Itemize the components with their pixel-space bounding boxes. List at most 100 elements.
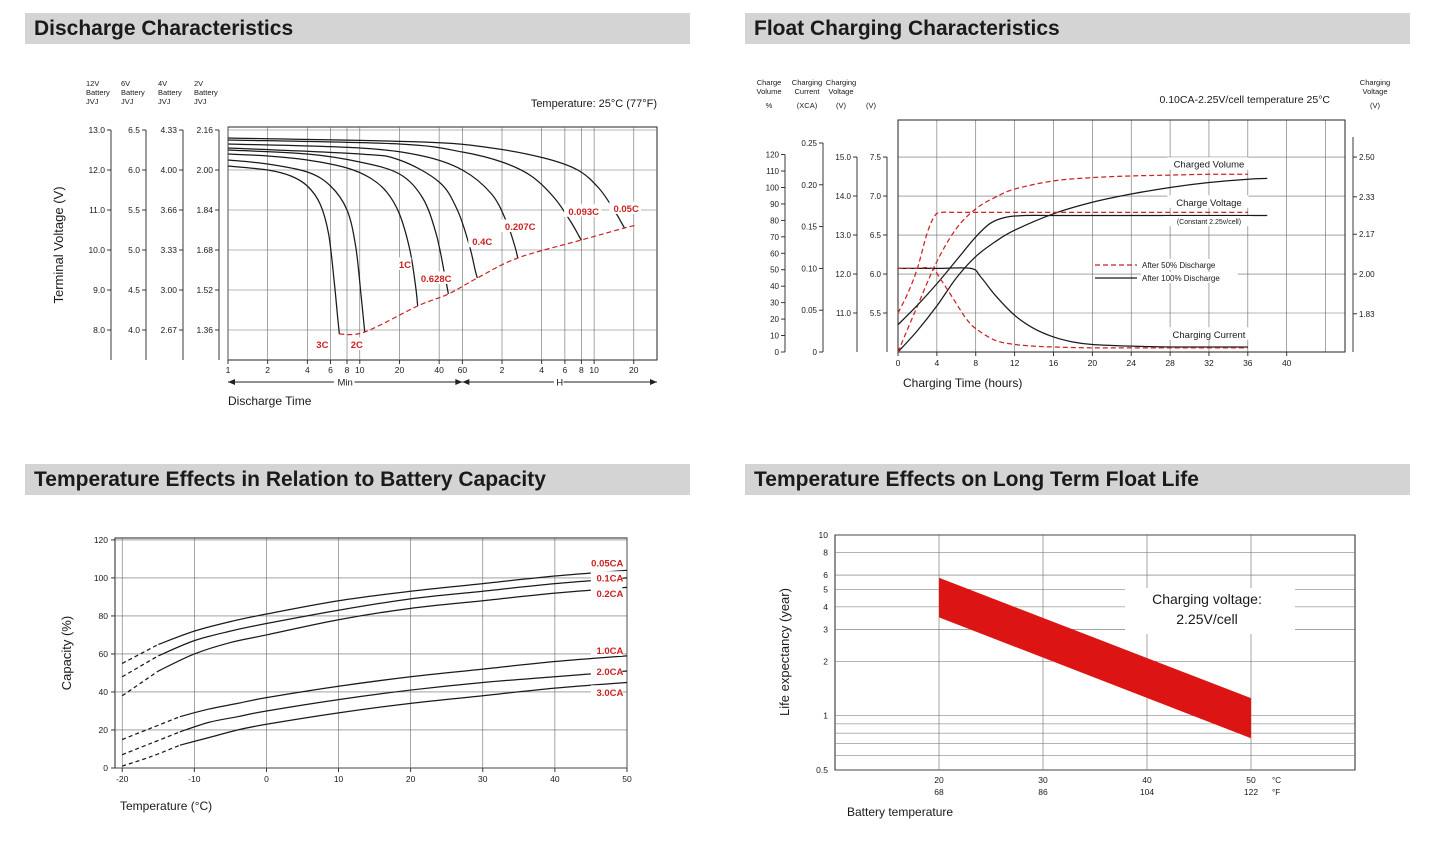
svg-text:12.0: 12.0 [835, 270, 851, 279]
svg-text:20: 20 [629, 365, 639, 375]
svg-text:13.0: 13.0 [835, 231, 851, 240]
svg-text:3.00: 3.00 [160, 285, 177, 295]
svg-text:1.83: 1.83 [1359, 310, 1375, 319]
svg-text:Charging: Charging [792, 78, 822, 87]
svg-text:0: 0 [813, 348, 818, 357]
svg-text:3: 3 [823, 624, 828, 634]
svg-text:122: 122 [1244, 787, 1258, 797]
svg-text:68: 68 [934, 787, 944, 797]
svg-text:36: 36 [1243, 358, 1253, 368]
long-term-float-life-chart: 206830864010450122°C°F1086543210.5Chargi… [777, 530, 1356, 819]
svg-text:Battery: Battery [158, 88, 182, 97]
svg-text:80: 80 [770, 216, 779, 225]
svg-text:30: 30 [1038, 775, 1048, 785]
temperature-capacity-section-title: Temperature Effects in Relation to Batte… [25, 464, 690, 495]
svg-text:Charging Current: Charging Current [1173, 330, 1246, 341]
svg-text:10: 10 [589, 365, 599, 375]
svg-text:Charging: Charging [1360, 78, 1390, 87]
svg-text:13.0: 13.0 [88, 125, 105, 135]
svg-text:After 50% Discharge: After 50% Discharge [1142, 261, 1216, 270]
svg-text:20: 20 [770, 315, 779, 324]
svg-text:15.0: 15.0 [835, 153, 851, 162]
svg-text:12V: 12V [86, 79, 99, 88]
svg-text:80: 80 [99, 611, 109, 621]
svg-text:0: 0 [264, 774, 269, 784]
svg-text:10: 10 [770, 332, 779, 341]
svg-text:10: 10 [334, 774, 344, 784]
svg-text:10: 10 [355, 365, 365, 375]
svg-text:40: 40 [770, 282, 779, 291]
svg-text:40: 40 [1282, 358, 1292, 368]
svg-text:5.5: 5.5 [870, 309, 882, 318]
svg-text:JVJ: JVJ [121, 97, 134, 106]
svg-text:Volume: Volume [756, 87, 781, 96]
svg-text:2.00: 2.00 [196, 165, 213, 175]
svg-text:1.84: 1.84 [196, 205, 213, 215]
svg-text:0: 0 [896, 358, 901, 368]
svg-text:Discharge Time: Discharge Time [228, 394, 312, 408]
svg-text:Min: Min [338, 378, 353, 389]
svg-text:4: 4 [823, 602, 828, 612]
svg-text:7.0: 7.0 [870, 192, 882, 201]
svg-text:2.16: 2.16 [196, 125, 213, 135]
svg-text:0.05CA: 0.05CA [591, 559, 623, 570]
svg-text:2: 2 [265, 365, 270, 375]
svg-text:Life expectancy (year): Life expectancy (year) [777, 588, 792, 716]
svg-text:2.00: 2.00 [1359, 270, 1375, 279]
svg-text:4: 4 [935, 358, 940, 368]
svg-text:JVJ: JVJ [158, 97, 171, 106]
svg-text:0.20: 0.20 [801, 181, 817, 190]
svg-text:Temperature: 25°C (77°F): Temperature: 25°C (77°F) [531, 98, 657, 110]
svg-text:Battery: Battery [121, 88, 145, 97]
svg-text:2: 2 [823, 656, 828, 666]
svg-text:5.0: 5.0 [128, 245, 140, 255]
svg-text:3C: 3C [316, 340, 328, 351]
svg-text:2.50: 2.50 [1359, 153, 1375, 162]
svg-text:24: 24 [1126, 358, 1136, 368]
svg-text:8.0: 8.0 [93, 325, 105, 335]
svg-text:1.68: 1.68 [196, 245, 213, 255]
svg-text:8: 8 [823, 548, 828, 558]
svg-text:1.52: 1.52 [196, 285, 213, 295]
svg-text:Charging: Charging [826, 78, 856, 87]
svg-text:JVJ: JVJ [86, 97, 99, 106]
svg-text:40: 40 [434, 365, 444, 375]
svg-text:Voltage: Voltage [1362, 87, 1387, 96]
svg-text:20: 20 [934, 775, 944, 785]
svg-text:50: 50 [622, 774, 632, 784]
svg-text:0.2CA: 0.2CA [596, 589, 623, 600]
svg-text:7.5: 7.5 [870, 153, 882, 162]
svg-text:Terminal Voltage (V): Terminal Voltage (V) [51, 186, 66, 303]
svg-text:6: 6 [823, 570, 828, 580]
svg-text:0.1CA: 0.1CA [596, 574, 623, 585]
svg-text:4V: 4V [158, 79, 167, 88]
svg-text:40: 40 [550, 774, 560, 784]
svg-text:(V): (V) [866, 101, 877, 110]
svg-text:Charging Time (hours): Charging Time (hours) [903, 376, 1022, 390]
svg-text:6.5: 6.5 [870, 231, 882, 240]
svg-text:6: 6 [563, 365, 568, 375]
svg-text:°F: °F [1272, 788, 1280, 797]
svg-text:0.628C: 0.628C [421, 274, 452, 285]
svg-text:2C: 2C [351, 340, 363, 351]
svg-text:-20: -20 [116, 774, 129, 784]
svg-text:0.10CA-2.25V/cell temperature: 0.10CA-2.25V/cell temperature 25°C [1159, 94, 1330, 106]
svg-text:50: 50 [770, 266, 779, 275]
svg-text:120: 120 [766, 151, 780, 160]
svg-text:11.0: 11.0 [89, 205, 105, 215]
svg-text:100: 100 [766, 183, 780, 192]
svg-text:30: 30 [770, 299, 779, 308]
svg-text:-10: -10 [188, 774, 201, 784]
svg-text:12: 12 [1010, 358, 1020, 368]
svg-text:70: 70 [770, 233, 779, 242]
svg-text:6V: 6V [121, 79, 130, 88]
svg-text:(V): (V) [836, 101, 847, 110]
svg-text:2.33: 2.33 [1359, 193, 1375, 202]
svg-text:Charged Volume: Charged Volume [1174, 160, 1245, 171]
svg-text:40: 40 [99, 687, 109, 697]
svg-text:32: 32 [1204, 358, 1214, 368]
svg-text:2.67: 2.67 [160, 325, 177, 335]
svg-text:Current: Current [794, 87, 820, 96]
